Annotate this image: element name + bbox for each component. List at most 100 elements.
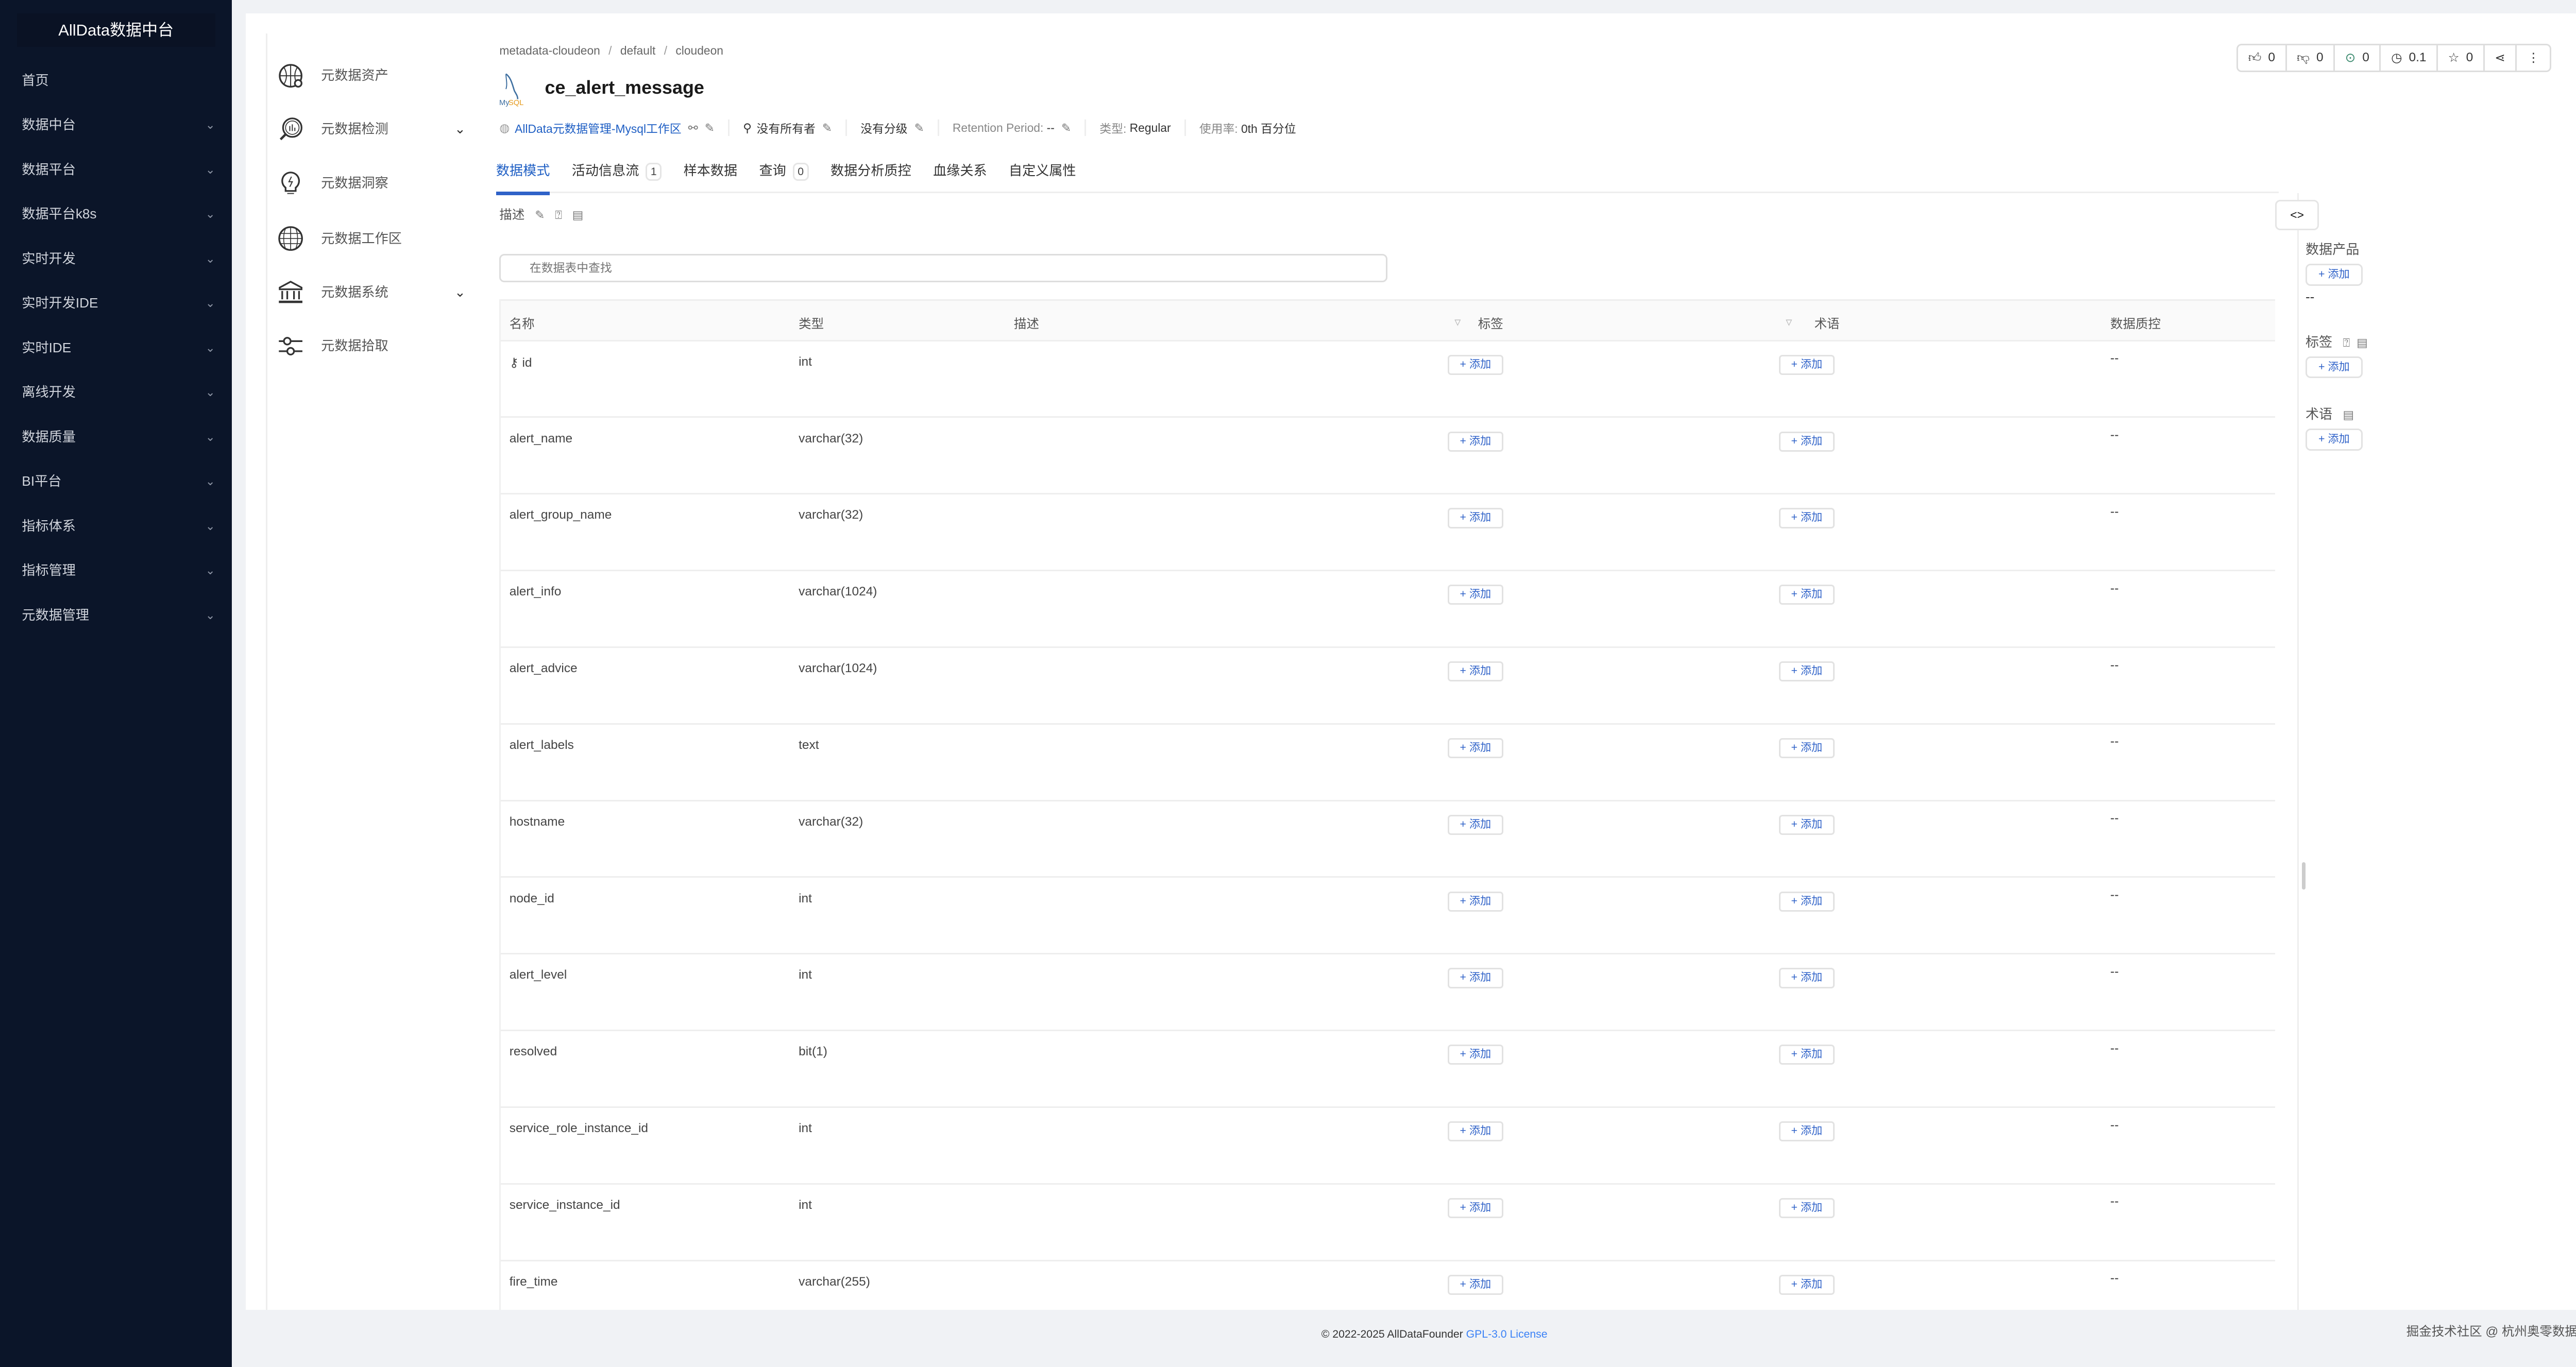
sidebar-item[interactable]: 数据质量 ⌄ <box>22 425 215 449</box>
sidebar-item[interactable]: BI平台 ⌄ <box>22 470 215 493</box>
column-name[interactable]: hostname <box>509 814 565 829</box>
share-button[interactable]: ⋖ <box>2483 45 2516 71</box>
tab[interactable]: 活动信息流 1 <box>572 158 662 194</box>
edit-description-icon[interactable]: ✎ <box>535 208 545 222</box>
add-data-product-button[interactable]: + 添加 <box>2305 264 2363 286</box>
column-name[interactable]: alert_group_name <box>509 508 612 522</box>
tab[interactable]: 查询 0 <box>759 158 809 194</box>
tab[interactable]: 样本数据 <box>684 158 737 194</box>
add-tag-button[interactable]: + 添加 <box>1448 431 1503 452</box>
conversation-icon[interactable]: ▤ <box>572 208 584 222</box>
column-name[interactable]: alert_advice <box>509 661 578 676</box>
column-name[interactable]: ⚷ id <box>509 355 532 370</box>
add-term-button[interactable]: + 添加 <box>1779 661 1835 682</box>
add-tag-button[interactable]: + 添加 <box>1448 661 1503 682</box>
sidebar-item[interactable]: 实时开发IDE ⌄ <box>22 292 215 315</box>
add-term-button[interactable]: + 添加 <box>1779 814 1835 835</box>
column-name[interactable]: alert_labels <box>509 738 574 752</box>
license-link[interactable]: GPL-3.0 License <box>1466 1328 1548 1340</box>
add-term-button[interactable]: + 添加 <box>1779 431 1835 452</box>
sidebar-item[interactable]: 数据平台k8s ⌄ <box>22 202 215 226</box>
thumbs-down-button[interactable]: 👎︎ 0 <box>2285 45 2334 71</box>
request-tags-icon[interactable]: ⍰ <box>2343 336 2350 349</box>
add-tag-button[interactable]: + 添加 <box>1448 1198 1503 1219</box>
column-name[interactable]: service_role_instance_id <box>509 1121 649 1136</box>
add-tag-button[interactable]: + 添加 <box>1448 1274 1503 1295</box>
add-tag-button[interactable]: + 添加 <box>1448 738 1503 759</box>
add-tag-button[interactable]: + 添加 <box>1448 585 1503 605</box>
sidebar-item[interactable]: 数据中台 ⌄ <box>22 113 215 137</box>
add-term-button[interactable]: + 添加 <box>1779 1045 1835 1065</box>
scrollbar-thumb[interactable] <box>2302 862 2306 890</box>
breadcrumb-item[interactable]: default <box>620 43 656 57</box>
add-term-button[interactable]: + 添加 <box>2305 429 2363 451</box>
add-term-button[interactable]: + 添加 <box>1779 354 1835 375</box>
edit-owner-icon[interactable]: ✎ <box>822 121 832 134</box>
add-tag-button[interactable]: + 添加 <box>1448 1045 1503 1065</box>
sidebar-item[interactable]: 指标管理 ⌄ <box>22 559 215 583</box>
data-product-label: 数据产品 <box>2305 242 2360 258</box>
add-tag-button[interactable]: + 添加 <box>1448 354 1503 375</box>
follow-button[interactable]: ⊙ 0 <box>2333 45 2379 71</box>
star-button[interactable]: ☆ 0 <box>2436 45 2483 71</box>
more-button[interactable]: ⋮ <box>2515 45 2550 71</box>
breadcrumb-item[interactable]: cloudeon <box>675 43 724 57</box>
sidebar-item[interactable]: 元数据管理 ⌄ <box>22 604 215 627</box>
add-term-button[interactable]: + 添加 <box>1779 738 1835 759</box>
domain-link[interactable]: AllData元数据管理-Mysql工作区 <box>515 122 682 135</box>
sidebar-item[interactable]: 实时IDE ⌄ <box>22 336 215 360</box>
sidebar-item[interactable]: 离线开发 ⌄ <box>22 381 215 404</box>
tab[interactable]: 数据模式 <box>496 158 550 195</box>
add-tag-button[interactable]: + 添加 <box>2305 356 2363 379</box>
column-name[interactable]: node_id <box>509 891 554 905</box>
add-tag-button[interactable]: + 添加 <box>1448 814 1503 835</box>
edit-retention-icon[interactable]: ✎ <box>1061 121 1072 134</box>
toggle-panel-button[interactable]: <> <box>2275 200 2319 231</box>
column-name[interactable]: alert_name <box>509 431 573 446</box>
filter-icon[interactable]: ▿ <box>1786 315 1792 330</box>
column-name[interactable]: alert_level <box>509 968 567 982</box>
app-logo[interactable]: AllData数据中台 <box>16 13 215 47</box>
sidebar-item[interactable]: 数据平台 ⌄ <box>22 158 215 182</box>
tab[interactable]: 自定义属性 <box>1009 158 1076 194</box>
sidebar-item[interactable]: 实时开发 ⌄ <box>22 247 215 271</box>
add-term-button[interactable]: + 添加 <box>1779 1274 1835 1295</box>
table-search-input[interactable] <box>499 253 1387 283</box>
link-icon[interactable]: ⚯ <box>688 121 698 134</box>
sidebar-item[interactable]: 首页 <box>22 69 215 93</box>
add-tag-button[interactable]: + 添加 <box>1448 508 1503 528</box>
column-name[interactable]: resolved <box>509 1045 557 1059</box>
breadcrumb-item[interactable]: metadata-cloudeon <box>499 43 600 57</box>
edit-tier-icon[interactable]: ✎ <box>914 121 924 134</box>
header-name[interactable]: 名称 <box>509 317 535 332</box>
thumbs-up-button[interactable]: 👍︎ 0 <box>2238 45 2285 71</box>
add-tag-button[interactable]: + 添加 <box>1448 1121 1503 1142</box>
filter-icon[interactable]: ▿ <box>1454 315 1461 330</box>
add-term-button[interactable]: + 添加 <box>1779 585 1835 605</box>
subnav-item[interactable]: 元数据检测 ⌄ <box>277 111 476 148</box>
add-tag-button[interactable]: + 添加 <box>1448 968 1503 988</box>
header-type[interactable]: 类型 <box>799 317 824 332</box>
request-description-icon[interactable]: ⍰ <box>555 208 562 222</box>
add-tag-button[interactable]: + 添加 <box>1448 891 1503 912</box>
subnav-item[interactable]: 元数据洞察 <box>277 165 476 202</box>
conversation-icon[interactable]: ▤ <box>2343 408 2354 422</box>
subnav-item[interactable]: 元数据拾取 <box>277 328 476 365</box>
add-term-button[interactable]: + 添加 <box>1779 1198 1835 1219</box>
conversation-icon[interactable]: ▤ <box>2357 336 2368 349</box>
sidebar-item[interactable]: 指标体系 ⌄ <box>22 515 215 538</box>
add-term-button[interactable]: + 添加 <box>1779 1121 1835 1142</box>
column-name[interactable]: fire_time <box>509 1274 558 1289</box>
add-term-button[interactable]: + 添加 <box>1779 891 1835 912</box>
column-name[interactable]: alert_info <box>509 585 562 599</box>
subnav-item[interactable]: 元数据系统 ⌄ <box>277 274 476 311</box>
subnav-item[interactable]: 元数据资产 <box>277 57 476 94</box>
history-button[interactable]: ◷ 0.1 <box>2379 45 2436 71</box>
add-term-button[interactable]: + 添加 <box>1779 968 1835 988</box>
column-name[interactable]: service_instance_id <box>509 1198 620 1212</box>
tab[interactable]: 数据分析质控 <box>831 158 911 194</box>
tab[interactable]: 血缘关系 <box>933 158 987 194</box>
add-term-button[interactable]: + 添加 <box>1779 508 1835 528</box>
edit-domain-icon[interactable]: ✎ <box>704 121 715 134</box>
subnav-item[interactable]: 元数据工作区 <box>277 220 476 258</box>
